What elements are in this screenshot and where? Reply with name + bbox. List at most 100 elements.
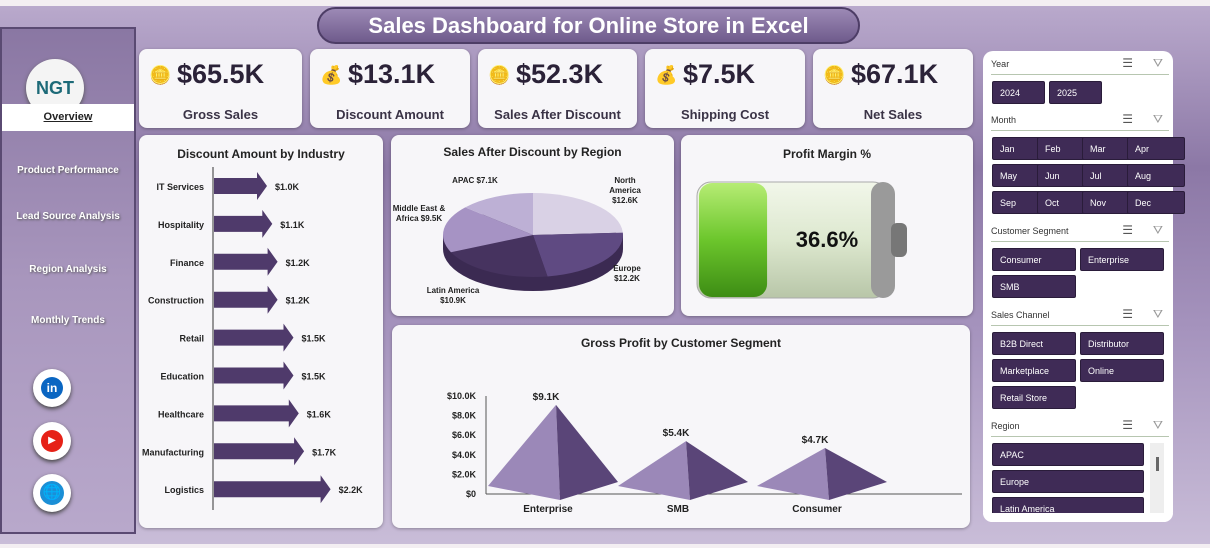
kpi-label: Sales After Discount	[494, 107, 621, 122]
pie-slice	[465, 193, 533, 235]
category-label: Manufacturing	[142, 447, 204, 457]
pyramid-front	[757, 447, 829, 500]
slicer-item[interactable]: Retail Store	[992, 386, 1076, 409]
slicer-item[interactable]: Marketplace	[992, 359, 1076, 382]
slicer-item[interactable]: Feb	[1037, 137, 1095, 160]
bar	[214, 437, 305, 466]
category-label: Construction	[148, 296, 204, 306]
multi-select-icon[interactable]: ☰	[1122, 307, 1133, 321]
sales-by-region-chart: Sales After Discount by Region North Amer…	[391, 135, 674, 316]
slicer-item[interactable]: Consumer	[992, 248, 1076, 271]
chart-title: Sales After Discount by Region	[443, 145, 622, 159]
coins-icon: 🪙	[149, 65, 172, 85]
sidebar: NGT Overview Product Performance Lead So…	[0, 27, 136, 534]
slicer-item[interactable]: Europe	[992, 470, 1144, 493]
pyramid-side	[556, 404, 618, 500]
clear-filter-icon[interactable]: ⛛	[1152, 307, 1163, 321]
data-label: $4.7K	[802, 435, 829, 446]
kpi-label: Shipping Cost	[680, 107, 770, 122]
bar	[214, 285, 278, 314]
multi-select-icon[interactable]: ☰	[1122, 418, 1133, 432]
slicer-item[interactable]: SMB	[992, 275, 1076, 298]
category-label: Hospitality	[158, 220, 204, 230]
data-label: $1.7K	[312, 447, 337, 457]
nav-product-performance[interactable]: Product Performance	[17, 165, 119, 176]
pie-slice	[443, 207, 533, 253]
slicer-item[interactable]: Dec	[1127, 191, 1185, 214]
chart-title: Gross Profit by Customer Segment	[580, 336, 782, 350]
data-label: $1.5K	[302, 334, 327, 344]
data-label: $1.2K	[286, 296, 311, 306]
y-tick-label: $2.0K	[452, 469, 477, 479]
data-label: APAC $7.1K	[452, 176, 498, 185]
category-label: Consumer	[792, 504, 842, 515]
slicer-item[interactable]: May	[992, 164, 1050, 187]
youtube-icon[interactable]: ▶	[33, 422, 71, 460]
slicer-item[interactable]: 2025	[1049, 81, 1102, 104]
slicer-item[interactable]: Nov	[1082, 191, 1140, 214]
category-label: Enterprise	[523, 504, 573, 515]
slicer-item[interactable]: Online	[1080, 359, 1164, 382]
globe-icon[interactable]: 🌐	[33, 474, 71, 512]
data-label: $1.6K	[307, 409, 332, 419]
clear-filter-icon[interactable]: ⛛	[1152, 223, 1163, 237]
linkedin-icon[interactable]: in	[33, 369, 71, 407]
kpi-value: $7.5K	[683, 59, 756, 89]
slicer-item[interactable]: B2B Direct	[992, 332, 1076, 355]
nav-region-analysis[interactable]: Region Analysis	[29, 264, 107, 275]
clear-filter-icon[interactable]: ⛛	[1152, 56, 1163, 70]
kpi-card: 🪙 $65.5K Gross Sales	[139, 49, 302, 128]
scrollbar[interactable]	[1150, 443, 1164, 513]
data-label: Europe $12.2K	[613, 264, 641, 283]
battery-fill	[699, 183, 768, 297]
multi-select-icon[interactable]: ☰	[1122, 223, 1133, 237]
slicer-title: Customer Segment	[991, 226, 1069, 236]
slicer-item[interactable]: 2024	[992, 81, 1045, 104]
pie-slice	[450, 235, 548, 277]
multi-select-icon[interactable]: ☰	[1122, 56, 1133, 70]
data-label: Middle East & Africa $9.5K	[393, 204, 446, 223]
slicer-item[interactable]: APAC	[992, 443, 1144, 466]
slicer-title: Year	[991, 59, 1010, 69]
nav-overview[interactable]: Overview	[2, 104, 134, 131]
kpi-value: $52.3K	[516, 59, 604, 89]
money-bag-icon: 💰	[320, 65, 343, 85]
slicer-panel: Year ☰ ⛛ 2024 2025 Month ☰ ⛛ Jan Feb Mar Apr May Jun J…	[983, 51, 1185, 522]
clear-filter-icon[interactable]: ⛛	[1152, 418, 1163, 432]
coins-icon: 🪙	[488, 65, 511, 85]
pyramid-side	[686, 441, 748, 500]
pie-slice	[533, 193, 623, 235]
data-label: North America $12.6K	[609, 176, 641, 205]
slicer-header: Month ☰ ⛛	[991, 112, 1169, 131]
profit-margin-gauge: Profit Margin % 36.6%	[681, 135, 973, 316]
chart-title: Discount Amount by Industry	[177, 147, 345, 161]
nav-monthly-trends[interactable]: Monthly Trends	[31, 315, 105, 326]
kpi-card: 💰 $13.1K Discount Amount	[310, 49, 470, 128]
slicer-item[interactable]: Distributor	[1080, 332, 1164, 355]
bar	[214, 247, 278, 276]
category-label: Finance	[170, 258, 204, 268]
chart-title: Profit Margin %	[782, 147, 871, 161]
bar	[214, 475, 331, 504]
pyramid-side	[825, 447, 887, 500]
bar	[214, 172, 267, 200]
category-label: IT Services	[156, 182, 204, 192]
data-label: $9.1K	[533, 392, 560, 403]
category-label: Logistics	[164, 485, 204, 495]
bar	[214, 361, 294, 390]
category-label: Education	[160, 372, 204, 382]
data-label: $1.2K	[286, 258, 311, 268]
slicer-item[interactable]: Oct	[1037, 191, 1095, 214]
slicer-title: Month	[991, 115, 1017, 125]
y-tick-label: $10.0K	[447, 391, 477, 401]
multi-select-icon[interactable]: ☰	[1122, 112, 1133, 126]
data-label: $1.0K	[275, 182, 300, 192]
y-tick-label: $6.0K	[452, 430, 477, 440]
slicer-item[interactable]: Aug	[1127, 164, 1185, 187]
slicer-item[interactable]: Enterprise	[1080, 248, 1164, 271]
kpi-card: 🪙 $52.3K Sales After Discount	[478, 49, 637, 128]
slicer-item[interactable]: Apr	[1127, 137, 1185, 160]
nav-lead-source-analysis[interactable]: Lead Source Analysis	[16, 211, 120, 222]
clear-filter-icon[interactable]: ⛛	[1152, 112, 1163, 126]
y-tick-label: $4.0K	[452, 450, 477, 460]
